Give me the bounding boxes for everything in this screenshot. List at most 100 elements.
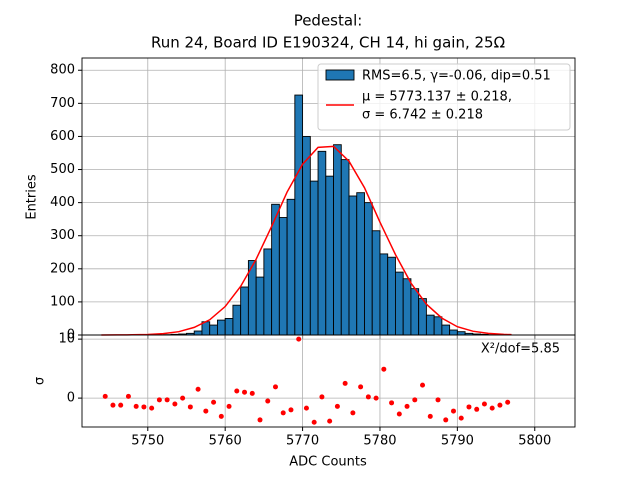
residual-point	[187, 404, 193, 410]
bar	[255, 276, 265, 336]
bar	[317, 150, 327, 336]
legend-swatch	[325, 69, 355, 81]
y-tick-label: 100	[50, 294, 75, 309]
residual-point	[466, 404, 472, 410]
residual-point	[234, 388, 240, 394]
bar	[294, 94, 304, 336]
x-tick-label: 5800	[518, 434, 551, 449]
bar	[278, 217, 288, 336]
x-tick-label: 5750	[131, 434, 164, 449]
residual-point	[327, 418, 333, 424]
bar	[240, 286, 249, 336]
residual-point	[125, 393, 131, 399]
bar	[364, 202, 373, 336]
legend-label: RMS=6.5, γ=-0.06, dip=0.51	[362, 69, 551, 84]
residual-point	[257, 417, 263, 423]
bar	[449, 329, 458, 336]
bar	[193, 330, 203, 336]
x-tick-label: 5790	[441, 434, 474, 449]
y-tick-label: 0	[67, 328, 75, 343]
residual-point	[474, 406, 480, 412]
x-axis-label: ADC Counts	[289, 455, 367, 470]
y-tick-label: 700	[50, 96, 75, 111]
residual-point	[319, 394, 325, 400]
annotation: X²/dof=5.85	[481, 342, 560, 357]
bar	[209, 324, 218, 336]
residual-point	[389, 400, 395, 406]
bar	[387, 256, 396, 336]
residual-point	[505, 399, 511, 405]
bar	[356, 192, 365, 336]
residual-point	[195, 386, 201, 392]
residual-point	[396, 411, 402, 417]
bar	[379, 253, 389, 336]
y-axis-label: Entries	[25, 174, 40, 220]
y-axis-label: σ	[33, 377, 48, 385]
bar	[232, 304, 242, 336]
residual-point	[350, 410, 356, 416]
residual-point	[489, 405, 495, 411]
residual-point	[172, 401, 178, 407]
legend-label: μ = 5773.137 ± 0.218,	[362, 90, 512, 105]
bar	[456, 331, 466, 336]
bar	[433, 316, 443, 336]
bar	[224, 318, 234, 336]
bar	[394, 271, 404, 336]
residual-point	[443, 417, 449, 423]
bar	[348, 195, 358, 336]
residual-point	[497, 402, 503, 408]
residual-point	[311, 419, 317, 425]
y-tick-label: 10	[58, 332, 75, 347]
residual-point	[218, 413, 224, 419]
residual-point	[272, 384, 278, 390]
residual-point	[458, 415, 464, 421]
y-tick-label: 600	[50, 129, 75, 144]
residual-point	[334, 403, 340, 409]
bar	[286, 198, 296, 336]
y-tick-label: 400	[50, 195, 75, 210]
residual-point	[435, 397, 441, 403]
x-tick-label: 5780	[363, 434, 396, 449]
bar	[216, 319, 226, 336]
residual-point	[373, 395, 379, 401]
legend-label: σ = 6.742 ± 0.218	[362, 108, 483, 123]
residual-point	[265, 398, 271, 404]
residual-point	[358, 384, 364, 390]
residual-point	[203, 408, 209, 414]
residual-point	[481, 401, 487, 407]
bar	[302, 135, 311, 336]
residual-point	[288, 407, 294, 413]
fit-curve	[101, 145, 512, 336]
y-tick-label: 500	[50, 162, 75, 177]
bar	[340, 159, 350, 336]
residual-point	[141, 404, 147, 410]
residual-point	[149, 405, 155, 411]
x-tick-label: 5770	[286, 434, 319, 449]
residual-point	[118, 402, 124, 408]
y-tick-label: 800	[50, 63, 75, 78]
bar	[371, 230, 381, 336]
residual-point	[226, 403, 232, 409]
x-tick-label: 5760	[209, 434, 242, 449]
residual-point	[211, 399, 217, 405]
chart-title: Run 24, Board ID E190324, CH 14, hi gain…	[151, 34, 505, 52]
bar	[333, 144, 342, 336]
chart-title: Pedestal:	[294, 12, 363, 30]
residual-point	[242, 389, 248, 395]
bar	[425, 314, 435, 336]
bar	[410, 288, 420, 336]
residual-point	[102, 393, 108, 399]
residual-point	[404, 403, 410, 409]
residual-point	[303, 405, 309, 411]
legend-box	[317, 63, 571, 131]
residual-point	[156, 397, 162, 403]
residual-point	[381, 366, 387, 372]
residual-point	[249, 390, 255, 396]
y-tick-label: 0	[67, 391, 75, 406]
y-tick-label: 300	[50, 228, 75, 243]
bar	[441, 324, 451, 336]
bar	[263, 248, 273, 336]
bar	[309, 180, 319, 336]
